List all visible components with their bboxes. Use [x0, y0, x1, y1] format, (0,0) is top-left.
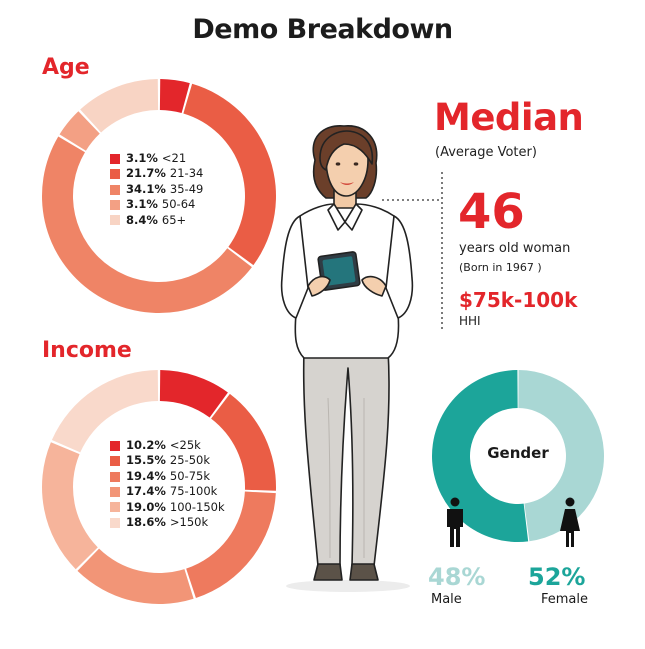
donut-slice--21: [159, 79, 190, 114]
legend-percent: 15.5%: [126, 453, 166, 468]
age-legend: 3.1% <21 21.7% 21-34 34.1% 35-49 3.1% 50-64 …: [110, 151, 203, 228]
female-percent: 52%: [528, 563, 586, 591]
male-label: Male: [431, 592, 462, 607]
legend-range: 100-150k: [169, 499, 225, 514]
legend-percent: 19.4%: [126, 468, 166, 483]
donut-slice--25k: [159, 370, 228, 418]
legend-item: 18.6% >150k: [110, 515, 225, 530]
page-title: Demo Breakdown: [192, 14, 453, 45]
male-percent: 48%: [428, 563, 486, 591]
legend-swatch: [110, 184, 120, 195]
donut-slice-35-49: [41, 136, 252, 314]
donut-slice-65-: [80, 79, 159, 133]
legend-item: 8.4% 65+: [110, 213, 203, 228]
income-legend: 10.2% <25k 15.5% 25-50k 19.4% 50-75k 17.4% 7…: [110, 438, 225, 530]
legend-percent: 18.6%: [126, 515, 166, 530]
legend-range: <21: [161, 151, 187, 165]
legend-swatch: [110, 199, 120, 210]
legend-range: 21-34: [169, 166, 204, 181]
legend-swatch: [110, 169, 120, 180]
age-donut-chart: [41, 79, 276, 314]
donut-slice-male: [518, 370, 604, 542]
donut-slice-100-150k: [42, 442, 98, 570]
legend-percent: 8.4%: [126, 212, 158, 227]
legend-item: 15.5% 25-50k: [110, 453, 225, 468]
median-age-description: years old woman: [459, 241, 571, 256]
legend-range: 35-49: [169, 181, 204, 196]
legend-percent: 10.2%: [126, 438, 166, 452]
legend-percent: 19.0%: [126, 499, 166, 514]
legend-item: 3.1% <21: [110, 151, 203, 166]
donut-slice-21-34: [183, 83, 276, 266]
median-heading: Median: [434, 96, 584, 139]
connector-line: [382, 172, 443, 332]
legend-swatch: [110, 456, 120, 467]
gender-center-label: Gender: [487, 444, 549, 462]
age-section-label: Age: [42, 55, 90, 80]
legend-item: 34.1% 35-49: [110, 182, 203, 197]
donut-slice-50-64: [59, 111, 100, 151]
legend-item: 21.7% 21-34: [110, 166, 203, 181]
legend-range: <25k: [169, 438, 201, 452]
legend-item: 19.4% 50-75k: [110, 469, 225, 484]
female-icon: [560, 497, 580, 547]
legend-item: 10.2% <25k: [110, 438, 225, 453]
legend-range: 50-64: [161, 197, 196, 212]
hhi-label: HHI: [459, 314, 481, 328]
legend-swatch: [110, 502, 120, 513]
legend-range: 75-100k: [169, 484, 218, 499]
legend-swatch: [110, 486, 120, 497]
legend-swatch: [110, 440, 120, 451]
donut-slice-25-50k: [211, 393, 276, 491]
median-subtitle: (Average Voter): [435, 145, 537, 160]
legend-percent: 3.1%: [126, 197, 158, 212]
male-icon: [447, 497, 463, 547]
legend-item: 3.1% 50-64: [110, 197, 203, 212]
legend-item: 17.4% 75-100k: [110, 484, 225, 499]
female-label: Female: [541, 592, 589, 607]
donut-slice--150k: [51, 370, 159, 453]
legend-range: 25-50k: [169, 453, 210, 468]
donut-slice-50-75k: [186, 491, 276, 599]
legend-item: 19.0% 100-150k: [110, 500, 225, 515]
income-donut-chart: [42, 370, 276, 604]
legend-percent: 21.7%: [126, 166, 166, 181]
legend-swatch: [110, 215, 120, 226]
legend-swatch: [110, 153, 120, 164]
hhi-value: $75k-100k: [459, 288, 578, 312]
legend-swatch: [110, 471, 120, 482]
legend-percent: 3.1%: [126, 151, 158, 165]
legend-range: 50-75k: [169, 468, 210, 483]
legend-range: >150k: [169, 515, 209, 530]
income-section-label: Income: [42, 338, 132, 363]
median-age-value: 46: [458, 184, 525, 240]
legend-percent: 17.4%: [126, 484, 166, 499]
donut-slice-75-100k: [77, 548, 194, 604]
woman-illustration: [280, 125, 414, 592]
legend-range: 65+: [161, 212, 187, 227]
legend-percent: 34.1%: [126, 181, 166, 196]
legend-swatch: [110, 517, 120, 528]
birth-year-note: (Born in 1967 ): [459, 261, 542, 274]
